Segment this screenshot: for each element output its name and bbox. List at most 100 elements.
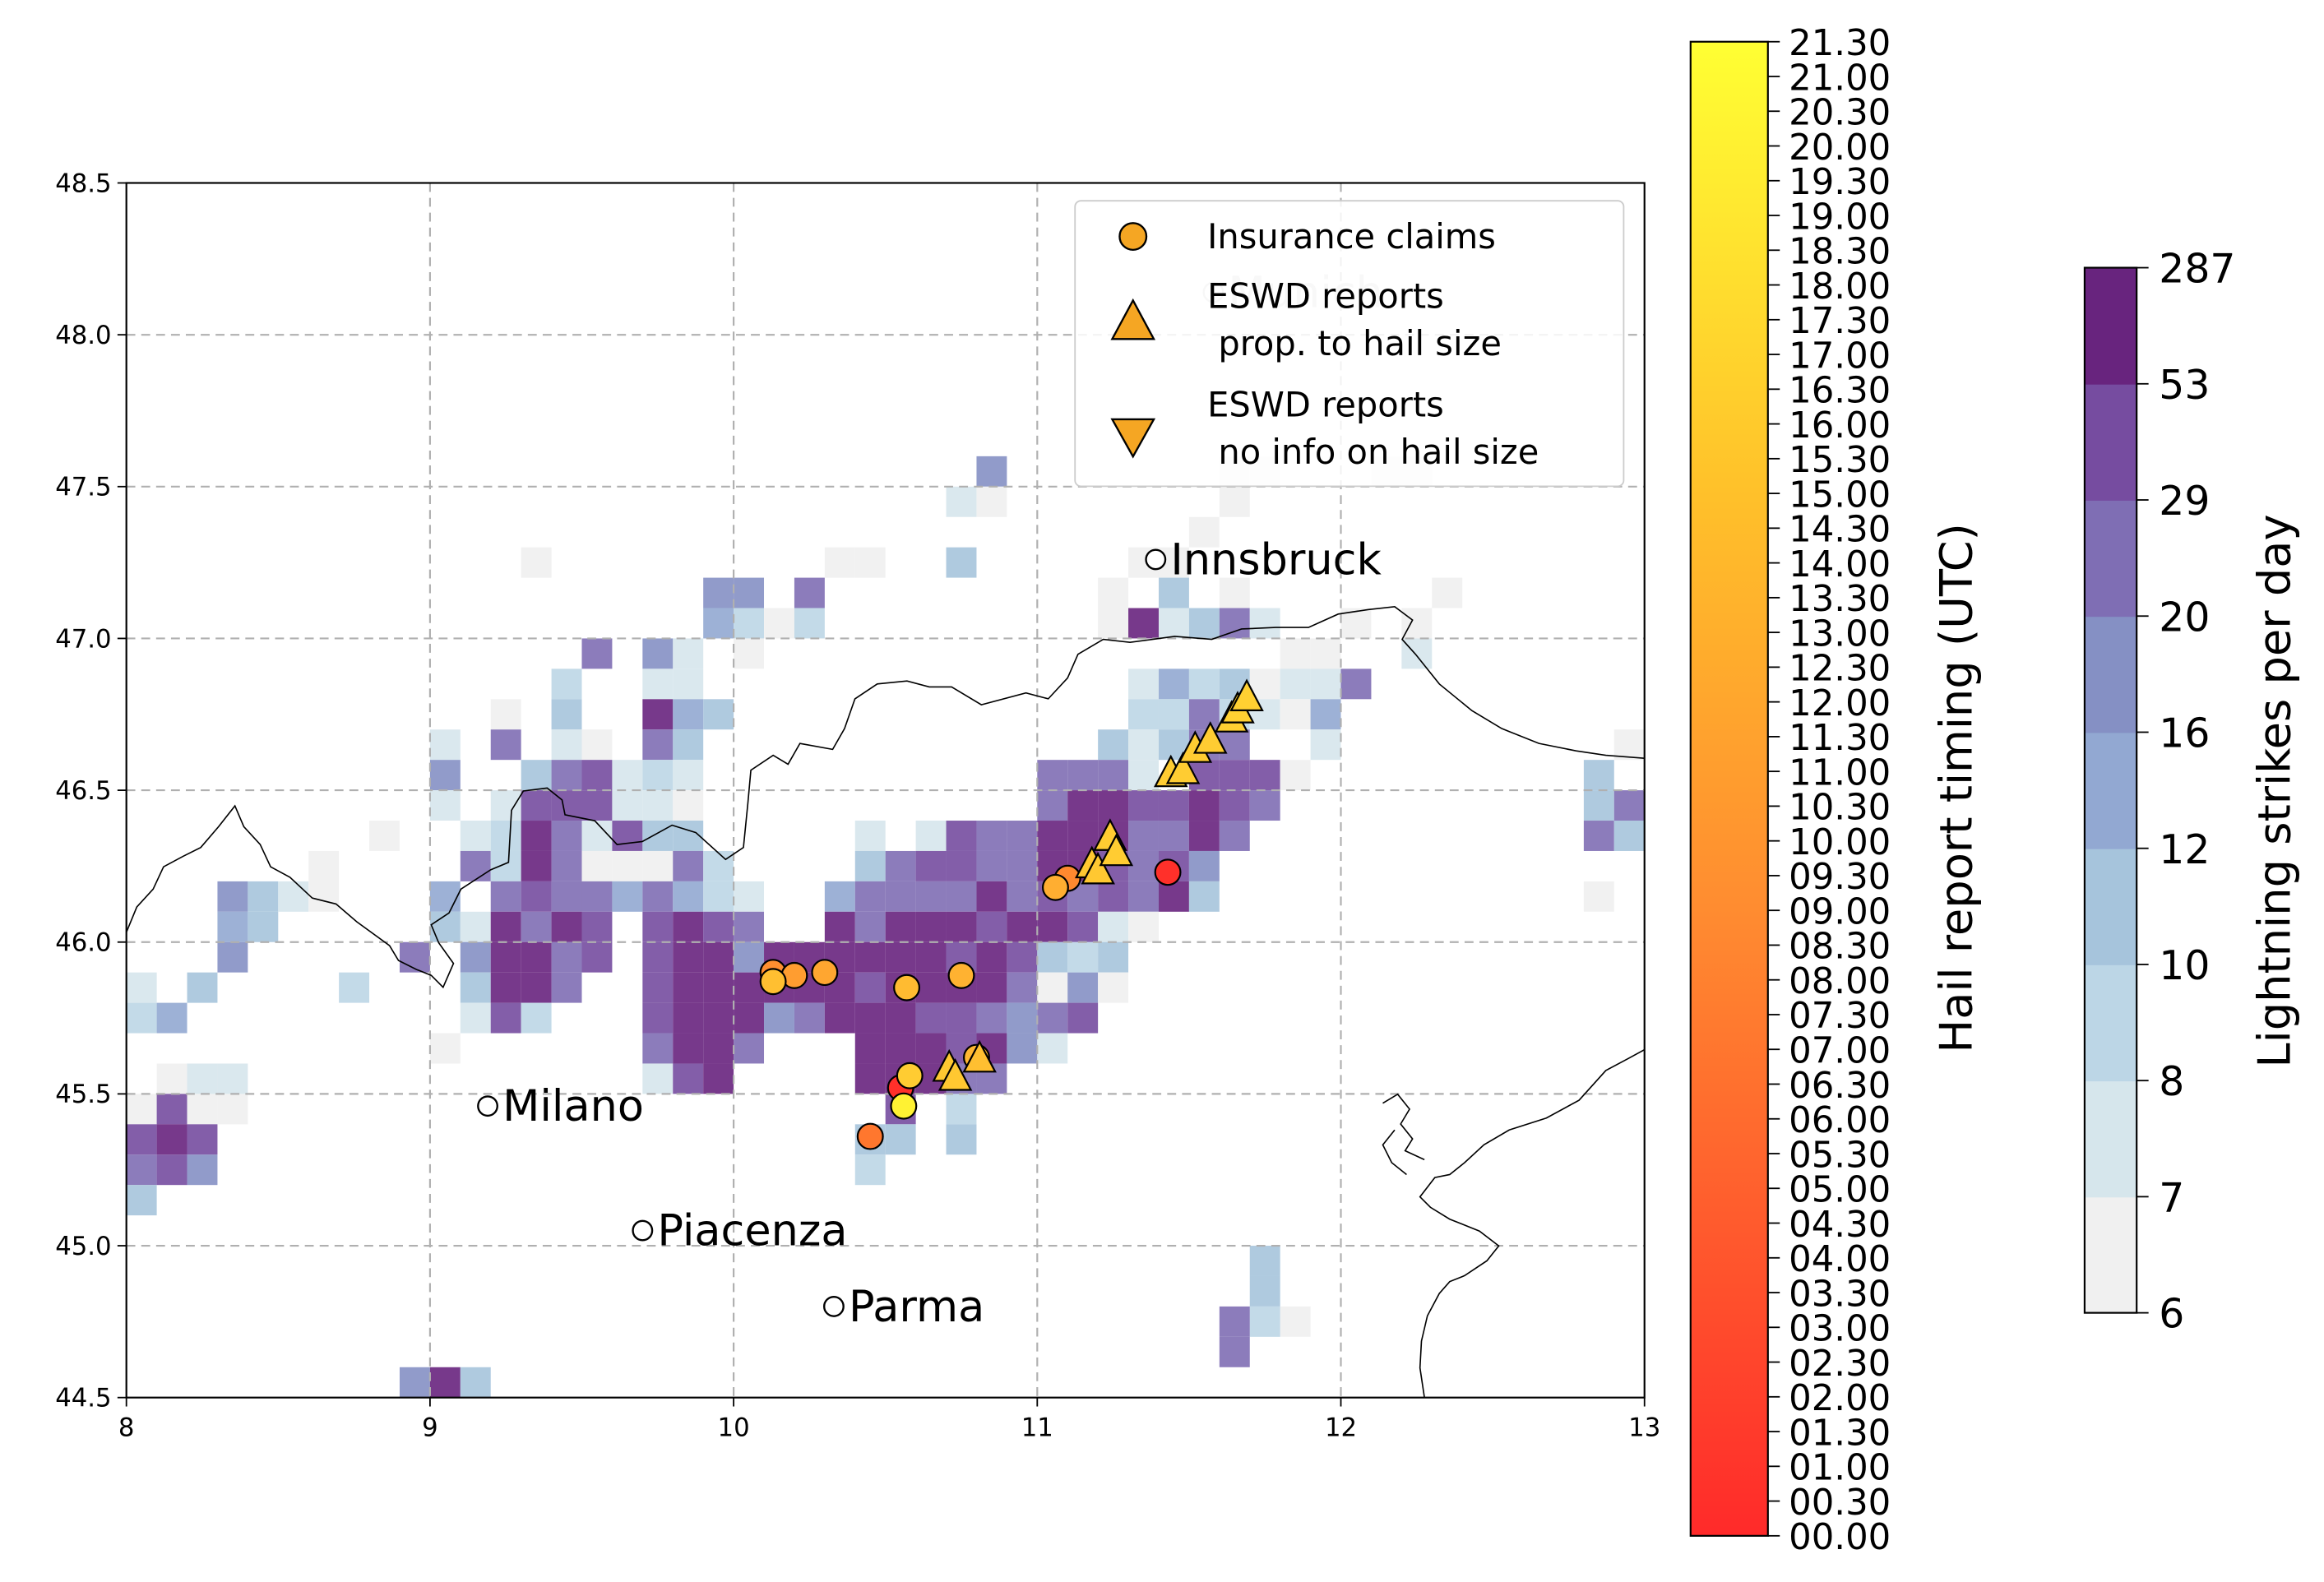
lightning-cell [551,668,582,700]
timing-colorbar-label: Hail report timing (UTC) [1930,523,1982,1052]
lightning-cell [1613,790,1645,821]
timing-tick-label: 09.30 [1789,857,1891,898]
lightning-cell [581,729,613,761]
lightning-cell [734,972,765,1003]
lightning-cell [673,972,704,1003]
lightning-cell [612,881,643,912]
lightning-cell [612,760,643,791]
lightning-cell [1098,881,1129,912]
legend-label-eswd-size-line2: prop. to hail size [1207,323,1502,363]
lightning-cell [734,638,765,669]
lightning-cell [1340,668,1372,700]
lightning-cell [460,1367,491,1398]
timing-tick-label: 03.00 [1789,1309,1891,1350]
lightning-cell [1219,1306,1250,1337]
timing-tick-label: 00.30 [1789,1483,1891,1524]
lightning-cell [642,911,674,942]
timing-tick-label: 20.30 [1789,93,1891,134]
lightning-cell [156,1094,187,1125]
lightning-cell [673,668,704,700]
lightning-cell [642,699,674,730]
legend-label-eswd-nosize-line1: ESWD reports [1207,384,1444,424]
lightning-cell [703,911,734,942]
lightning-cell [915,1033,947,1064]
lightning-cell [187,1124,218,1155]
timing-colorbar-ticks: 00.0000.3001.0001.3002.0002.3003.0003.30… [1767,23,1891,1558]
lightning-cell [703,1033,734,1064]
lagoon-detail [1382,1093,1425,1176]
lightning-cell [794,1002,825,1034]
lightning-cell [1158,881,1189,912]
lightning-cell [1219,1336,1250,1367]
lightning-cell [460,821,491,851]
lightning-cell [1188,608,1220,639]
lightning-cell [1583,821,1614,851]
lightning-cell [490,1002,521,1034]
y-axis-ticks: 44.5 45.0 45.5 46.0 46.5 47.0 47.5 48.0 48.5 [55,169,127,1413]
lightning-cell [187,972,218,1003]
lightning-cell [1098,577,1129,608]
lightning-tick-label: 8 [2159,1058,2184,1105]
timing-tick-label: 11.30 [1789,718,1891,759]
lightning-cell [1007,1033,1038,1064]
lightning-cell [521,1002,552,1034]
lightning-cell [1583,881,1614,912]
lightning-cell [642,1002,674,1034]
lightning-cell [915,1002,947,1034]
lightning-cell [1310,668,1341,700]
lightning-cell [642,1033,674,1064]
city-marker-icon [823,1295,845,1317]
lightning-cell [1188,850,1220,881]
lightning-cell [946,911,977,942]
lightning-cell [915,881,947,912]
eswd-report-point [937,1057,973,1091]
lightning-cell [642,972,674,1003]
timing-tick-label: 05.00 [1789,1170,1891,1211]
timing-tick-label: 07.00 [1789,1030,1891,1071]
y-tick-label: 45.0 [55,1232,111,1261]
lightning-cell [976,456,1007,487]
lightning-cell [1007,850,1038,881]
lightning-cell [824,881,855,912]
lightning-cell [1219,608,1250,639]
lightning-cell [1310,699,1341,730]
timing-tick-label: 15.00 [1789,474,1891,516]
lightning-cell [642,881,674,912]
lightning-cell [915,941,947,973]
lightning-cell [460,850,491,881]
lightning-cell [946,881,977,912]
lightning-cell [1188,881,1220,912]
lightning-cell [946,1094,977,1125]
y-tick-label: 45.5 [55,1080,111,1109]
lightning-tick-label: 10 [2159,942,2210,989]
timing-tick-label: 19.30 [1789,162,1891,203]
lightning-cell [642,941,674,973]
timing-tick-label: 14.30 [1789,510,1891,551]
timing-tick-label: 21.30 [1789,23,1891,64]
lightning-cell [1007,941,1038,973]
timing-tick-label: 00.00 [1789,1517,1891,1558]
timing-tick-label: 01.00 [1789,1448,1891,1489]
map-legend: Insurance claims ESWD reports prop. to h… [1074,200,1625,488]
lightning-colorbar-segment [2084,383,2137,501]
lightning-cell [460,1002,491,1034]
lightning-cell [581,850,613,881]
lightning-cell [1007,881,1038,912]
lightning-colorbar-segment [2084,500,2137,618]
lightning-grid-layer [126,456,1645,1398]
lightning-cell [976,911,1007,942]
timing-tick-label: 21.00 [1789,58,1891,99]
insurance-claim-point [811,959,839,987]
lightning-cell [1037,790,1068,821]
lightning-cell [126,1154,157,1186]
lightning-cell [673,881,704,912]
lightning-cell [217,911,248,942]
lightning-cell [1098,790,1129,821]
timing-tick-label: 07.30 [1789,996,1891,1037]
eswd-report-point [1192,721,1228,754]
lightning-cell [1583,760,1614,791]
lightning-cell [854,1154,886,1186]
lightning-cell [156,1002,187,1034]
lightning-cell [915,972,947,1003]
y-tick-label: 46.0 [55,928,111,958]
